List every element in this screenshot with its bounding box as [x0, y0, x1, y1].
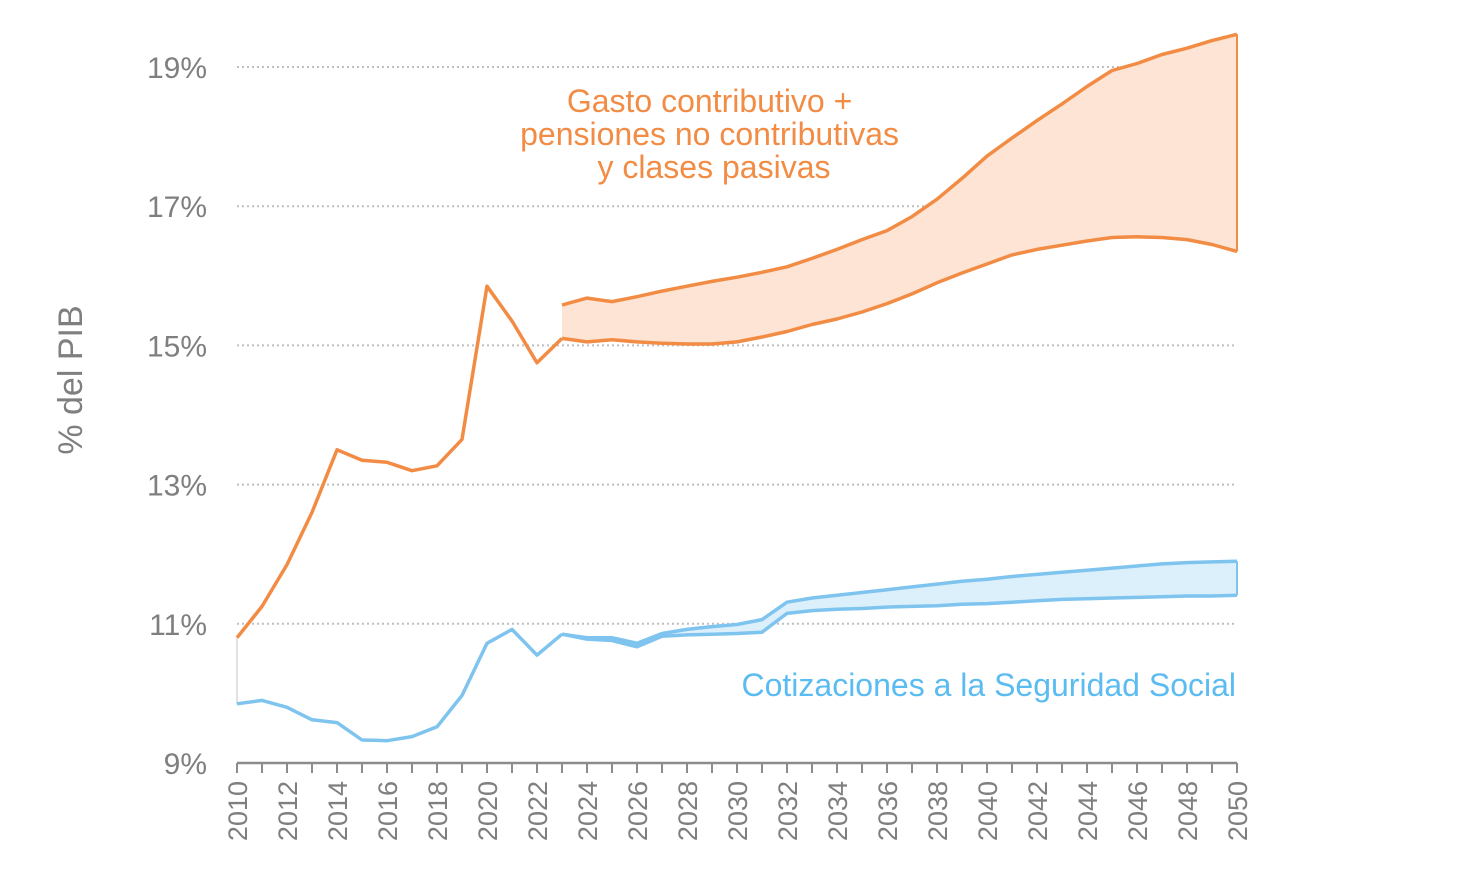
y-axis-title: % del PIB: [52, 305, 90, 454]
x-tick-label-2040: 2040: [973, 781, 1003, 841]
y-tick-label-15: 15%: [147, 330, 207, 363]
x-tick-label-2014: 2014: [323, 781, 353, 841]
y-axis-tick-labels: 9% 11% 13% 15% 17% 19%: [147, 52, 207, 781]
cotizaciones-series-label: Cotizaciones a la Seguridad Social: [741, 667, 1236, 703]
x-tick-label-2022: 2022: [523, 781, 553, 841]
x-tick-label-2036: 2036: [873, 781, 903, 841]
series-1-lower-line: [561, 593, 1238, 649]
x-axis: [236, 761, 1238, 773]
series-0-projection-band: [562, 34, 1237, 345]
y-tick-label-13: 13%: [147, 470, 207, 503]
y-tick-label-17: 17%: [147, 191, 207, 224]
x-tick-label-2012: 2012: [273, 781, 303, 841]
y-tick-label-19: 19%: [147, 52, 207, 85]
series-0-lower-line: [561, 235, 1238, 346]
gasto-label-line-2: pensiones no contributivas: [520, 116, 899, 152]
gasto-series-label: Gasto contributivo + pensiones no contri…: [520, 83, 908, 185]
x-tick-label-2024: 2024: [573, 781, 603, 841]
series-lines: [235, 32, 1238, 743]
x-tick-label-2032: 2032: [773, 781, 803, 841]
series-1-historical-line: [236, 627, 564, 743]
x-tick-label-2050: 2050: [1223, 781, 1253, 841]
x-tick-label-2046: 2046: [1123, 781, 1153, 841]
y-tick-label-9: 9%: [164, 748, 207, 781]
x-tick-label-2038: 2038: [923, 781, 953, 841]
series-0-historical-line: [235, 284, 564, 639]
x-tick-label-2034: 2034: [823, 781, 853, 841]
x-tick-label-2042: 2042: [1023, 781, 1053, 841]
x-tick-label-2026: 2026: [623, 781, 653, 841]
x-axis-tick-labels: 2010 2012 2014 2016 2018 2020 2022 2024 2026 2028…: [223, 781, 1253, 841]
x-tick-label-2028: 2028: [673, 781, 703, 841]
gasto-label-line-3: y clases pasivas: [598, 149, 831, 185]
series-1-upper-line: [561, 559, 1238, 646]
x-tick-label-2030: 2030: [723, 781, 753, 841]
x-tick-label-2016: 2016: [373, 781, 403, 841]
x-tick-label-2048: 2048: [1173, 781, 1203, 841]
x-tick-label-2044: 2044: [1073, 781, 1103, 841]
gasto-label-line-1: Gasto contributivo +: [567, 83, 852, 119]
x-tick-label-2018: 2018: [423, 781, 453, 841]
x-tick-label-2020: 2020: [473, 781, 503, 841]
y-tick-label-11: 11%: [149, 609, 207, 642]
x-tick-label-2010: 2010: [223, 781, 253, 841]
series-0-upper-line: [561, 32, 1238, 307]
